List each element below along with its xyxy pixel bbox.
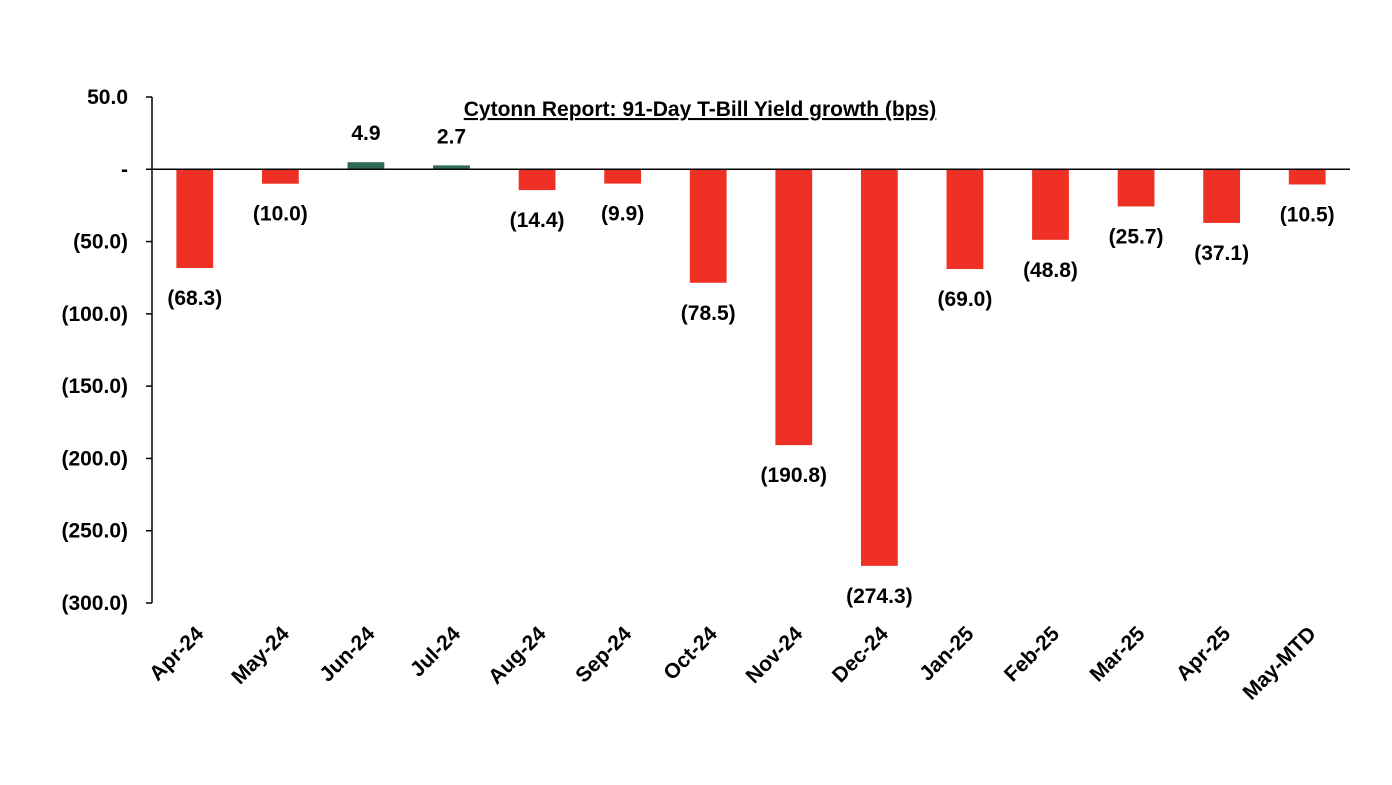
x-tick-label: Aug-24 [484, 622, 551, 689]
x-tick-label: May-MTD [1238, 622, 1320, 704]
y-axis: 50.0 - (50.0) (100.0) (150.0) (200.0) (250.0) (… [61, 86, 152, 615]
bar [347, 162, 385, 170]
x-tick-label: May-24 [227, 622, 294, 689]
x-tick-label: Oct-24 [659, 622, 722, 685]
data-labels: (68.3) (10.0) 4.9 2.7 (14.4) (9.9) (78.5) (190.… [167, 122, 1334, 608]
data-label: (190.8) [761, 464, 828, 487]
y-tick-label: (150.0) [61, 375, 128, 398]
data-label: (78.5) [681, 302, 736, 325]
data-label: (69.0) [937, 288, 992, 311]
bar [1117, 169, 1155, 207]
data-label: (10.0) [253, 203, 308, 226]
data-label: 2.7 [437, 125, 466, 148]
data-label: (37.1) [1194, 242, 1249, 265]
bar [1203, 169, 1241, 223]
data-label: 4.9 [351, 122, 380, 145]
y-tick-label: (300.0) [61, 592, 128, 615]
data-label: (48.8) [1023, 259, 1078, 282]
data-label: (10.5) [1280, 203, 1335, 226]
data-label: (25.7) [1109, 225, 1164, 248]
x-tick-label: Jul-24 [406, 622, 465, 681]
x-tick-label: Apr-25 [1172, 622, 1236, 686]
x-tick-label: Sep-24 [571, 622, 636, 687]
bar [176, 169, 214, 269]
x-tick-label: Mar-25 [1085, 622, 1149, 686]
x-tick-label: Jan-25 [915, 622, 979, 686]
bar [1032, 169, 1069, 240]
data-label: (9.9) [601, 203, 644, 226]
y-tick-label: (200.0) [61, 447, 128, 470]
data-label: (274.3) [846, 585, 913, 608]
chart-title: Cytonn Report: 91-Day T-Bill Yield growt… [464, 98, 937, 121]
bar [261, 169, 299, 184]
data-label: (68.3) [167, 287, 222, 310]
bar [604, 169, 642, 184]
y-tick-label: 50.0 [87, 86, 128, 109]
y-tick-label: (250.0) [61, 520, 128, 543]
x-tick-label: Dec-24 [828, 622, 893, 687]
bar [860, 169, 898, 566]
bars [176, 162, 1326, 566]
bar [433, 165, 470, 170]
x-tick-label: Jun-24 [315, 622, 379, 686]
x-tick-label: Nov-24 [742, 622, 808, 688]
bar [1288, 169, 1326, 185]
x-axis: Apr-24 May-24 Jun-24 Jul-24 Aug-24 Sep-24 Oct-… [145, 622, 1321, 704]
bar [946, 169, 984, 270]
data-label: (14.4) [510, 209, 565, 232]
bar [775, 169, 813, 446]
y-tick-label: (50.0) [73, 231, 128, 254]
bar [689, 169, 727, 283]
x-tick-label: Apr-24 [145, 622, 209, 686]
x-tick-label: Feb-25 [1000, 622, 1064, 686]
y-tick-label: (100.0) [61, 303, 128, 326]
y-tick-label: - [121, 158, 128, 181]
bar [518, 169, 556, 191]
